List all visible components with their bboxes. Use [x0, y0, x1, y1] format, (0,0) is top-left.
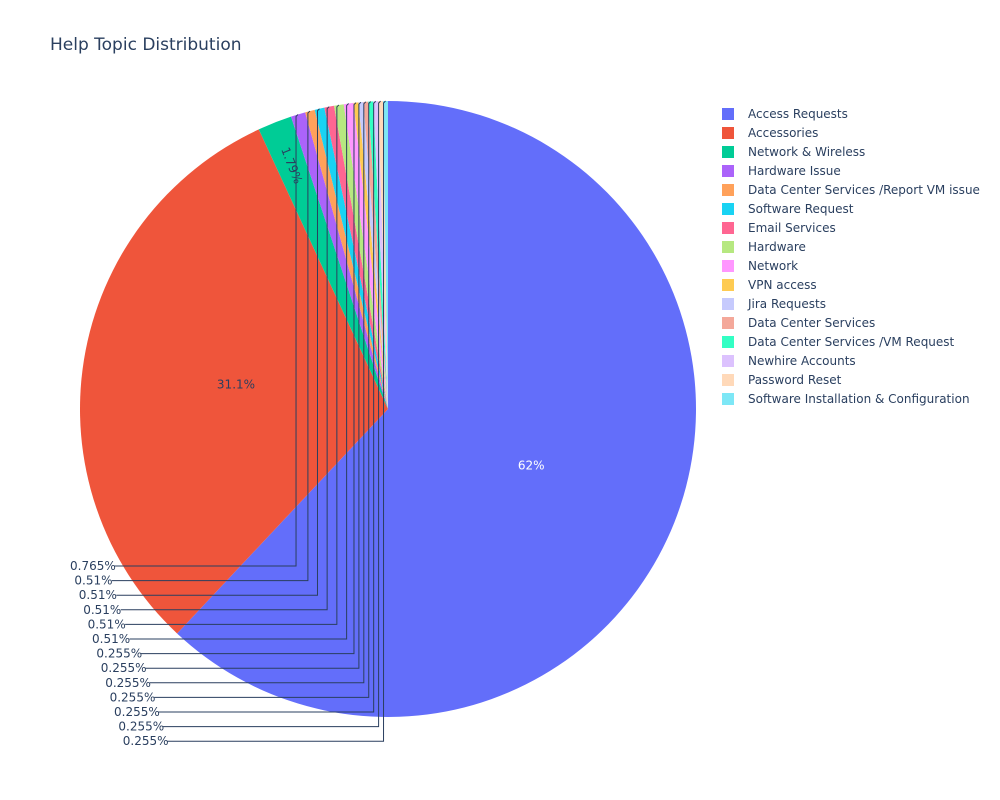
legend-label-jira-requests: Jira Requests: [747, 297, 826, 311]
legend-item-data-center-services[interactable]: Data Center Services: [722, 316, 875, 330]
legend-swatch-data-center-services: [722, 317, 734, 329]
legend-label-newhire-accounts: Newhire Accounts: [748, 354, 856, 368]
pie-slice-access-requests[interactable]: [177, 101, 697, 717]
pie-slice-newhire-accounts[interactable]: [373, 101, 388, 410]
legend-item-software-request[interactable]: Software Request: [722, 202, 854, 216]
legend-label-email-services: Email Services: [748, 221, 836, 235]
legend-item-data-center-services-vm-request[interactable]: Data Center Services /VM Request: [722, 335, 955, 349]
legend-label-data-center-services: Data Center Services: [748, 316, 875, 330]
pie-slice-email-services[interactable]: [324, 105, 388, 409]
legend-swatch-software-request: [722, 203, 734, 215]
legend-swatch-newhire-accounts: [722, 355, 734, 367]
slice-label-newhire-accounts: 0.255%: [114, 705, 160, 719]
legend-swatch-password-reset: [722, 374, 734, 386]
legend-swatch-access-requests: [722, 108, 734, 120]
pie-slice-hardware[interactable]: [333, 104, 388, 410]
legend-item-network-wireless[interactable]: Network & Wireless: [722, 145, 865, 159]
legend-item-network[interactable]: Network: [722, 259, 798, 273]
legend-item-access-requests[interactable]: Access Requests: [722, 107, 848, 121]
legend-swatch-software-installation-configuration: [722, 393, 734, 405]
legend-swatch-vpn-access: [722, 279, 734, 291]
pie-slice-accessories[interactable]: [80, 129, 389, 634]
legend-item-password-reset[interactable]: Password Reset: [722, 373, 842, 387]
pie-slices: [80, 101, 697, 717]
legend-label-accessories: Accessories: [748, 126, 818, 140]
legend-swatch-email-services: [722, 222, 734, 234]
slice-label-data-center-services-report-vm-issue: 0.51%: [74, 574, 112, 588]
leader-line-vpn-access: [141, 102, 357, 655]
leader-line-password-reset: [163, 100, 381, 728]
legend-item-newhire-accounts[interactable]: Newhire Accounts: [722, 354, 856, 368]
leader-line-hardware-issue: [114, 114, 299, 567]
legend-label-hardware-issue: Hardware Issue: [748, 164, 841, 178]
leader-line-software-request: [116, 108, 320, 596]
slice-label-password-reset: 0.255%: [118, 720, 164, 734]
legend-label-data-center-services-report-vm-issue: Data Center Services /Report VM issue: [748, 183, 980, 197]
slice-label-software-request: 0.51%: [79, 588, 117, 602]
legend-label-access-requests: Access Requests: [748, 107, 848, 121]
legend-swatch-jira-requests: [722, 298, 734, 310]
slice-label-network: 0.51%: [92, 632, 130, 646]
slice-label-hardware-issue: 0.765%: [70, 559, 116, 573]
legend-swatch-data-center-services-report-vm-issue: [722, 184, 734, 196]
leader-line-network: [129, 103, 349, 640]
pie-slice-network[interactable]: [343, 102, 388, 409]
leader-line-hardware: [125, 104, 340, 625]
slice-label-accessories: 31.1%: [217, 377, 255, 391]
leader-line-data-center-services-vm-request: [154, 101, 372, 698]
legend-item-hardware-issue[interactable]: Hardware Issue: [722, 164, 841, 178]
legend-label-vpn-access: VPN access: [748, 278, 817, 292]
leader-line-data-center-services: [149, 101, 367, 684]
legend-label-data-center-services-vm-request: Data Center Services /VM Request: [748, 335, 955, 349]
leader-line-jira-requests: [145, 101, 362, 669]
legend-label-software-installation-configuration: Software Installation & Configuration: [748, 392, 970, 406]
pie-slice-network-wireless[interactable]: [258, 116, 388, 410]
slice-label-data-center-services: 0.255%: [105, 676, 151, 690]
slice-label-data-center-services-vm-request: 0.255%: [110, 690, 156, 704]
slice-label-access-requests: 62%: [518, 459, 545, 473]
chart-title: Help Topic Distribution: [50, 35, 242, 55]
legend-label-network-wireless: Network & Wireless: [748, 145, 865, 159]
leader-line-newhire-accounts: [158, 100, 377, 713]
slice-label-hardware: 0.51%: [88, 617, 126, 631]
legend-swatch-hardware: [722, 241, 734, 253]
slice-label-jira-requests: 0.255%: [101, 661, 147, 675]
legend-item-vpn-access[interactable]: VPN access: [722, 278, 817, 292]
pie-slice-data-center-services[interactable]: [363, 101, 388, 409]
legend-swatch-data-center-services-vm-request: [722, 336, 734, 348]
legend-label-software-request: Software Request: [748, 202, 854, 216]
legend-swatch-accessories: [722, 127, 734, 139]
pie-slice-software-request[interactable]: [314, 107, 388, 410]
leader-line-email-services: [120, 106, 330, 611]
slice-label-vpn-access: 0.255%: [96, 647, 142, 661]
legend-swatch-hardware-issue: [722, 165, 734, 177]
legend-item-hardware[interactable]: Hardware: [722, 240, 806, 254]
legend-item-email-services[interactable]: Email Services: [722, 221, 836, 235]
legend-label-password-reset: Password Reset: [748, 373, 842, 387]
legend-item-jira-requests[interactable]: Jira Requests: [722, 297, 826, 311]
legend: Access Requests Accessories Network & Wire…: [722, 107, 980, 406]
slice-label-software-installation-configuration: 0.255%: [123, 734, 169, 748]
legend-label-network: Network: [748, 259, 798, 273]
legend-swatch-network: [722, 260, 734, 272]
legend-label-hardware: Hardware: [748, 240, 806, 254]
legend-item-software-installation-configuration[interactable]: Software Installation & Configuration: [722, 392, 970, 406]
pie-slice-vpn-access[interactable]: [353, 102, 388, 410]
pie-outside-labels: 0.765%0.51%0.51%0.51%0.51%0.51%0.255%0.2…: [70, 100, 386, 748]
legend-item-data-center-services-report-vm-issue[interactable]: Data Center Services /Report VM issue: [722, 183, 980, 197]
pie-slice-software-installation-configuration[interactable]: [383, 101, 388, 409]
leader-line-software-installation-configuration: [167, 100, 386, 742]
slice-label-email-services: 0.51%: [83, 603, 121, 617]
leader-line-data-center-services-report-vm-issue: [111, 110, 311, 582]
legend-swatch-network-wireless: [722, 146, 734, 158]
legend-item-accessories[interactable]: Accessories: [722, 126, 818, 140]
